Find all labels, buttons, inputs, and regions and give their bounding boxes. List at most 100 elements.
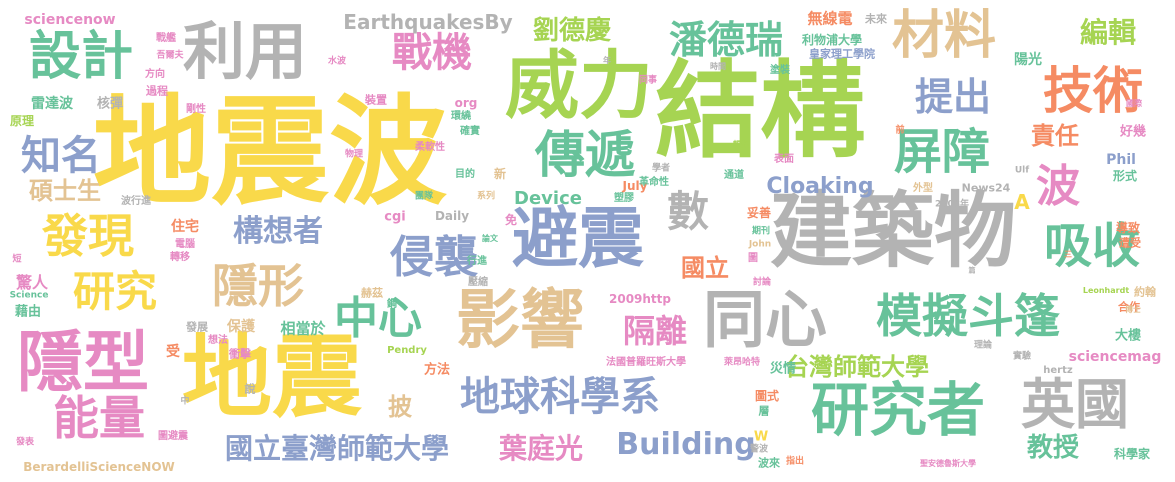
cloud-word: 核彈 — [96, 96, 124, 112]
cloud-word: 侵襲 — [390, 232, 478, 283]
cloud-word: 2008年 — [934, 199, 970, 210]
cloud-word: 發展 — [186, 320, 208, 334]
cloud-word: 剛性 — [186, 104, 206, 115]
cloud-word: 影響 — [456, 284, 584, 358]
cloud-word: org — [454, 96, 478, 110]
cloud-word: 塑膠 — [614, 193, 634, 204]
cloud-word: 圖避震 — [158, 431, 188, 442]
cloud-word: 發表 — [15, 437, 35, 448]
cloud-word: 理論 — [973, 340, 993, 351]
cloud-word: 短 — [12, 254, 22, 265]
cloud-word: 屏障 — [893, 124, 991, 180]
cloud-word: 利用 — [182, 15, 308, 88]
cloud-word: John — [748, 239, 772, 250]
cloud-word: 壓縮 — [468, 277, 488, 288]
cloud-word: 說 — [244, 382, 256, 396]
cloud-word: 知名 — [21, 133, 101, 179]
cloud-word: 國立臺灣師範大學 — [224, 432, 450, 465]
cloud-word: 原理 — [9, 114, 35, 128]
cloud-word: 提出 — [914, 75, 992, 119]
cloud-word: 研究 — [72, 267, 158, 316]
cloud-word: News24 — [961, 181, 1011, 195]
cloud-word: 年 — [603, 56, 611, 65]
cloud-word: 潘德瑞 — [668, 18, 784, 62]
cloud-word: 電腦 — [175, 239, 195, 250]
cloud-word: 隱形 — [212, 259, 304, 313]
cloud-word: Cloaking — [766, 174, 874, 199]
cloud-word: 中心 — [334, 293, 422, 344]
cloud-word: EarthquakesBy — [343, 10, 513, 34]
cloud-word: 未來 — [865, 12, 887, 26]
cloud-word: 三 — [1064, 250, 1072, 259]
cloud-word: 輻疑 — [733, 140, 749, 149]
cloud-word: 系列 — [476, 191, 496, 202]
cloud-word: 方向 — [145, 69, 165, 80]
cloud-word: 行進 — [467, 256, 487, 267]
cloud-word: sciencemag — [1068, 349, 1162, 365]
cloud-word: 地震 — [182, 325, 362, 430]
cloud-word: 裝置 — [365, 93, 387, 107]
cloud-word: 建築物 — [769, 184, 1017, 279]
cloud-word: 戰艦 — [156, 33, 176, 44]
cloud-word: Phil — [1106, 152, 1136, 168]
cloud-word: 實驗 — [1012, 351, 1032, 362]
cloud-word: 團隊 — [414, 191, 434, 202]
cloud-word: 時間 — [710, 62, 726, 71]
cloud-word: 技術 — [1043, 62, 1143, 120]
cloud-word: 利物浦大學 — [801, 33, 863, 47]
cloud-word: 確實 — [460, 126, 480, 137]
cloud-word: 討論 — [752, 277, 772, 288]
cloud-word: 約翰 — [1134, 285, 1156, 299]
cloud-word: 住宅 — [171, 219, 199, 235]
cloud-word: 傳遞 — [535, 126, 635, 184]
cloud-word: 數 — [666, 187, 710, 236]
cloud-word: 雷達波 — [31, 96, 73, 112]
cloud-word: 水波 — [327, 56, 347, 67]
cloud-word: 萊昂哈特 — [723, 357, 761, 368]
cloud-word: 表面 — [774, 154, 794, 165]
cloud-word: 形式 — [1112, 169, 1138, 183]
cloud-word: 教授 — [1026, 433, 1080, 463]
cloud-word: 新 — [493, 167, 507, 181]
cloud-word: 博士 — [1125, 305, 1141, 314]
cloud-word: Science — [9, 290, 49, 301]
cloud-word: 台灣師範大學 — [785, 353, 929, 381]
cloud-word: 隱型 — [17, 324, 149, 401]
cloud-word: 期刊 — [751, 226, 771, 237]
cloud-word: 波行進 — [121, 196, 151, 207]
cloud-word: 大樓 — [1114, 328, 1142, 344]
cloud-word: 外型 — [913, 183, 933, 194]
cloud-word: 方法 — [423, 362, 451, 378]
cloud-word: 科學家 — [1113, 447, 1151, 461]
cloud-word: 責任 — [1031, 122, 1079, 150]
cloud-word: 波 — [1036, 161, 1080, 212]
cloud-word: 論文 — [482, 234, 498, 243]
cloud-word: 編輯 — [1079, 16, 1137, 49]
cloud-word: hertz — [1043, 365, 1073, 376]
cloud-word: 災情 — [769, 361, 797, 377]
cloud-word: 學者 — [651, 163, 671, 174]
cloud-word: 皇家理工學院 — [809, 47, 875, 61]
cloud-word: 構想者 — [233, 214, 323, 249]
cloud-word: July — [622, 179, 648, 193]
cloud-word: 赫茲 — [361, 286, 383, 300]
cloud-word: 指出 — [785, 456, 805, 467]
cloud-word: 過程 — [146, 84, 168, 98]
cloud-word: 威力 — [505, 43, 653, 129]
cloud-word: 圖 — [748, 253, 758, 264]
cloud-word: 中 — [180, 396, 190, 407]
cloud-word: 無線電 — [807, 9, 853, 28]
cloud-word: 鋼 — [387, 299, 397, 310]
cloud-word: 免 — [504, 213, 518, 227]
cloud-word: 吸收 — [1043, 218, 1141, 274]
cloud-word: W — [753, 429, 769, 445]
cloud-word: 發現 — [42, 209, 134, 263]
cloud-word: 好幾 — [1119, 124, 1147, 140]
cloud-word: 研究者 — [810, 376, 986, 444]
cloud-word: 葉庭光 — [498, 432, 584, 465]
cloud-word: 2009http — [608, 292, 672, 306]
cloud-word: 陽光 — [1014, 52, 1042, 68]
cloud-word: sciencenow — [24, 12, 116, 28]
cloud-word: Building — [616, 427, 756, 462]
cloud-word: 妥善 — [746, 206, 772, 220]
